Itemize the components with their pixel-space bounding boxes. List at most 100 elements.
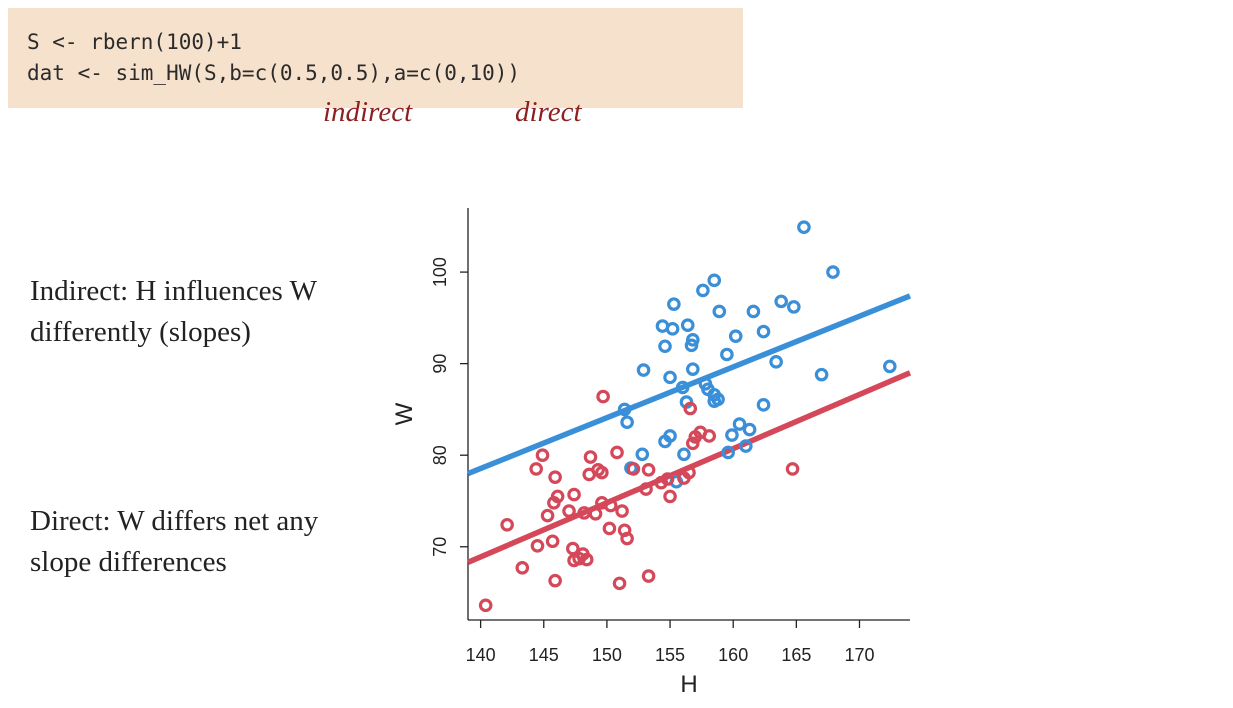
data-point-blue: [707, 273, 722, 288]
data-point-blue: [658, 339, 672, 354]
data-point-red: [595, 465, 609, 480]
code-block: S <- rbern(100)+1 dat <- sim_HW(S,b=c(0.…: [8, 8, 743, 108]
data-point-red: [612, 576, 627, 591]
data-point-red: [639, 482, 653, 496]
data-point-red: [529, 462, 543, 476]
data-point-blue: [675, 380, 690, 395]
y-tick-label: 70: [430, 537, 450, 557]
data-point-blue: [756, 324, 771, 339]
indirect-description-line-2: differently (slopes): [30, 316, 251, 348]
data-point-blue: [787, 300, 801, 314]
x-axis-label: H: [680, 671, 697, 698]
data-point-red: [677, 471, 691, 485]
y-tick-label: 80: [430, 445, 450, 465]
data-point-blue: [756, 398, 771, 412]
data-point-red: [702, 429, 717, 443]
data-point-blue: [769, 355, 783, 369]
indirect-description: Indirect: H influences W differently (sl…: [30, 271, 400, 353]
data-point-red: [582, 467, 597, 482]
data-point-blue: [696, 283, 710, 298]
data-point-red: [500, 517, 514, 532]
data-point-red: [596, 389, 610, 404]
data-point-red: [785, 462, 800, 476]
data-point-blue: [707, 394, 722, 408]
data-point-red: [550, 489, 565, 504]
direct-description: Direct: W differs net any slope differen…: [30, 501, 400, 583]
data-point-red: [588, 506, 603, 521]
data-point-blue: [742, 422, 757, 437]
data-point-red: [530, 539, 545, 553]
data-point-red: [626, 462, 641, 476]
data-point-red: [615, 504, 629, 518]
y-axis-label: W: [391, 402, 418, 425]
data-point-red: [567, 487, 581, 502]
data-point-red: [548, 573, 562, 588]
data-point-red: [545, 534, 560, 549]
data-point-red: [654, 475, 669, 490]
data-point-red: [562, 504, 576, 518]
x-tick-label: 145: [529, 645, 559, 665]
x-tick-label: 165: [781, 645, 811, 665]
x-tick-label: 150: [592, 645, 622, 665]
data-point-red: [535, 448, 550, 462]
data-point-blue: [728, 329, 743, 343]
data-point-blue: [721, 445, 735, 460]
data-point-blue: [720, 347, 734, 362]
annotation-direct: direct: [515, 96, 582, 128]
data-point-blue: [814, 367, 829, 382]
data-point-red: [620, 531, 634, 546]
data-point-blue: [635, 447, 650, 462]
data-point-blue: [725, 428, 739, 442]
x-tick-label: 170: [844, 645, 874, 665]
data-point-red: [579, 552, 594, 567]
data-point-red: [603, 498, 618, 513]
code-line-2: dat <- sim_HW(S,b=c(0.5,0.5),a=c(0,10)): [27, 61, 521, 85]
data-point-red: [685, 436, 700, 451]
x-tick-label: 140: [466, 645, 496, 665]
data-point-blue: [882, 359, 897, 374]
plot-axes: 140 145 150 155 160 165 170 70 80 90 100: [430, 208, 910, 665]
data-point-blue: [826, 265, 840, 279]
data-points: [478, 220, 897, 613]
data-point-blue: [636, 363, 651, 377]
data-point-blue: [774, 294, 788, 309]
data-point-blue: [617, 402, 632, 417]
data-point-blue: [677, 447, 691, 462]
indirect-description-line-1: Indirect: H influences W: [30, 275, 317, 307]
data-point-red: [583, 450, 598, 464]
data-point-red: [641, 569, 656, 583]
data-point-red: [683, 401, 698, 416]
data-point-red: [515, 561, 530, 575]
y-tick-label: 100: [430, 257, 450, 287]
data-point-blue: [667, 297, 681, 311]
data-point-blue: [685, 362, 700, 376]
data-point-blue: [665, 322, 680, 336]
annotation-indirect: indirect: [323, 96, 413, 128]
data-point-red: [478, 598, 493, 613]
data-point-red: [567, 553, 581, 568]
direct-description-line-2: slope differences: [30, 546, 227, 578]
data-point-red: [641, 463, 656, 477]
data-point-blue: [663, 370, 677, 385]
data-point-blue: [746, 304, 761, 319]
x-tick-label: 160: [718, 645, 748, 665]
data-point-red: [566, 541, 580, 556]
data-point-red: [610, 445, 624, 460]
data-point-blue: [684, 338, 699, 353]
data-point-blue: [620, 415, 634, 430]
code-line-1: S <- rbern(100)+1: [27, 30, 242, 54]
data-point-blue: [712, 304, 727, 319]
data-point-red: [688, 430, 703, 444]
y-tick-label: 90: [430, 354, 450, 374]
data-point-blue: [797, 220, 811, 235]
data-point-red: [548, 470, 562, 484]
data-point-blue: [732, 417, 747, 431]
data-point-blue: [680, 318, 695, 332]
data-point-red: [602, 521, 617, 536]
fit-line-blue: [466, 293, 912, 477]
direct-description-line-1: Direct: W differs net any: [30, 505, 319, 537]
data-point-red: [540, 508, 555, 523]
data-point-blue: [739, 439, 753, 453]
data-point-red: [663, 489, 677, 504]
